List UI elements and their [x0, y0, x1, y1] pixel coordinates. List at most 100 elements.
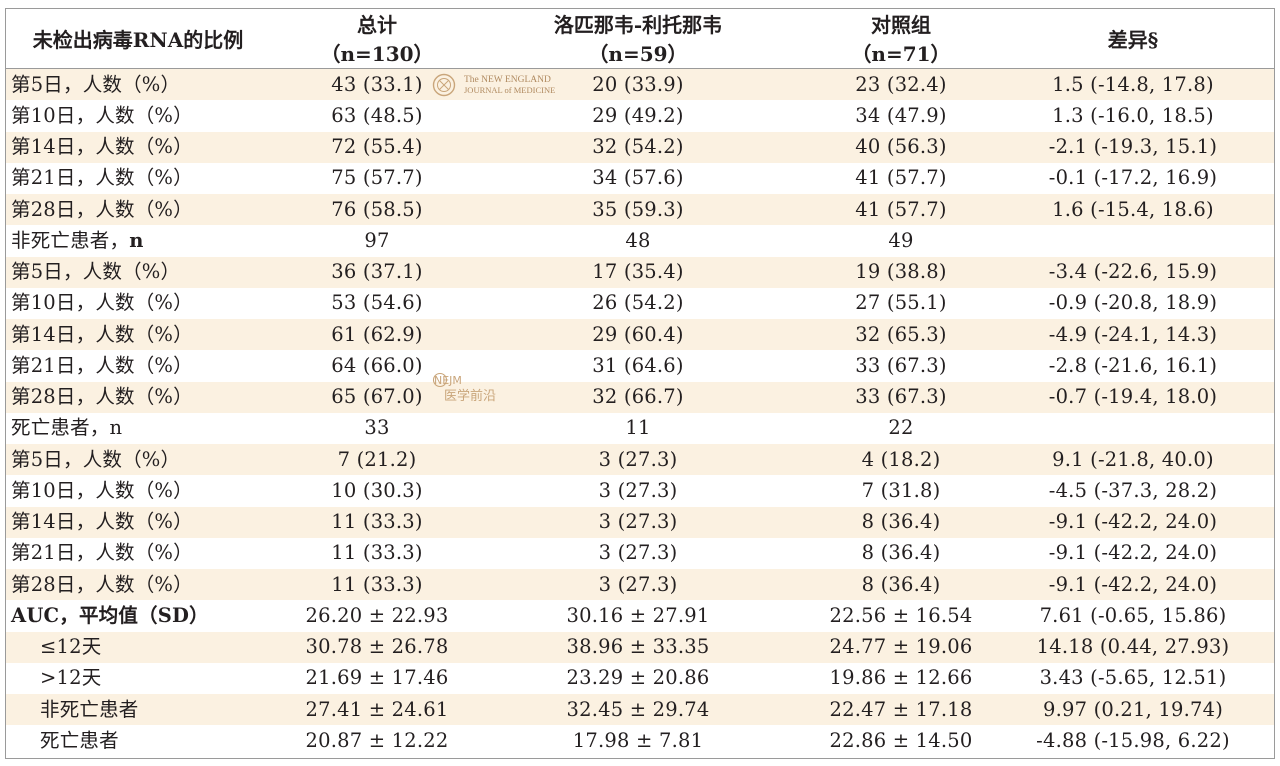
row-label: 第10日，人数（%）: [11, 478, 193, 502]
row-label: 第10日，人数（%）: [11, 103, 193, 127]
cell-diff: -9.1 (-42.2, 24.0): [1048, 510, 1218, 533]
cell-ctrl: 7 (31.8): [861, 478, 941, 502]
header-diff-title: 差异§: [1107, 28, 1159, 52]
row-label: 第5日，人数（%）: [11, 260, 181, 283]
cell-lpvr: 23.29 ± 20.86: [566, 666, 710, 690]
cell-ctrl: 19.86 ± 12.66: [829, 666, 973, 690]
row-band: [6, 444, 1274, 475]
row-label: 非死亡患者，n: [11, 228, 144, 252]
cell-lpvr: 3 (27.3): [598, 447, 678, 471]
cell-total: 61 (62.9): [331, 322, 423, 346]
cell-lpvr: 32 (54.2): [592, 135, 684, 158]
cell-ctrl: 23 (32.4): [855, 72, 947, 96]
cell-diff: 1.6 (-15.4, 18.6): [1052, 197, 1214, 221]
row-band: [6, 569, 1274, 600]
header-rule: [5, 68, 1275, 69]
cell-lpvr: 17 (35.4): [592, 260, 684, 283]
cell-total: 64 (66.0): [331, 353, 423, 377]
row-label: 第21日，人数（%）: [11, 353, 193, 377]
cell-diff: 14.18 (0.44, 27.93): [1036, 635, 1230, 658]
cell-total: 97: [364, 228, 390, 252]
cell-lpvr: 26 (54.2): [592, 291, 684, 315]
row-label: 第10日，人数（%）: [11, 291, 193, 315]
cell-ctrl: 32 (65.3): [855, 322, 947, 346]
cell-diff: -2.8 (-21.6, 16.1): [1048, 353, 1218, 377]
header-label: 未检出病毒RNA的比例: [32, 28, 244, 52]
cell-total: 11 (33.3): [331, 541, 423, 565]
cell-total: 26.20 ± 22.93: [305, 603, 449, 627]
row-label: 第14日，人数（%）: [11, 135, 193, 158]
row-label: AUC，平均值（SD）: [11, 603, 209, 627]
cell-diff: -4.5 (-37.3, 28.2): [1048, 478, 1218, 502]
cell-ctrl: 41 (57.7): [855, 197, 947, 221]
cell-total: 21.69 ± 17.46: [305, 666, 449, 690]
cell-ctrl: 24.77 ± 19.06: [829, 635, 973, 658]
cell-ctrl: 4 (18.2): [861, 447, 941, 471]
cell-total: 33: [364, 416, 390, 440]
row-label: 第28日，人数（%）: [11, 385, 193, 408]
svg-text:NEJM: NEJM: [434, 374, 462, 387]
row-label: 死亡患者，n: [11, 416, 123, 440]
cell-total: 30.78 ± 26.78: [305, 635, 449, 658]
row-label: 第21日，人数（%）: [11, 541, 193, 565]
cell-lpvr: 32 (66.7): [592, 385, 684, 408]
row-band: [6, 381, 1274, 413]
cell-total: 11 (33.3): [331, 572, 423, 596]
cell-lpvr: 48: [625, 228, 651, 252]
cell-lpvr: 29 (49.2): [592, 103, 684, 127]
cell-diff: 1.3 (-16.0, 18.5): [1052, 103, 1214, 127]
row-label: 死亡患者: [40, 728, 119, 752]
cell-lpvr: 3 (27.3): [598, 541, 678, 565]
cell-total: 11 (33.3): [331, 510, 423, 533]
cell-diff: -0.7 (-19.4, 18.0): [1048, 385, 1218, 408]
cell-total: 53 (54.6): [331, 291, 423, 315]
row-label: 第14日，人数（%）: [11, 510, 193, 533]
row-band: [6, 319, 1274, 350]
cell-total: 20.87 ± 12.22: [305, 728, 449, 752]
nejm-cn-watermark: NEJM 医学前沿: [432, 372, 522, 408]
cell-lpvr: 30.16 ± 27.91: [566, 603, 710, 627]
cell-diff: 9.97 (0.21, 19.74): [1042, 697, 1224, 721]
cell-lpvr: 32.45 ± 29.74: [566, 697, 710, 721]
cell-total: 76 (58.5): [331, 197, 423, 221]
cell-total: 65 (67.0): [331, 385, 423, 408]
cell-lpvr: 11: [625, 416, 651, 440]
cell-total: 36 (37.1): [331, 260, 423, 283]
cell-total: 10 (30.3): [331, 478, 423, 502]
table-frame: [5, 8, 1275, 759]
cell-diff: -4.9 (-24.1, 14.3): [1048, 322, 1218, 346]
header-ctrl-n: （n=71）: [851, 42, 951, 66]
cell-diff: 9.1 (-21.8, 40.0): [1052, 447, 1214, 471]
cell-total: 7 (21.2): [337, 447, 417, 471]
cell-ctrl: 22.86 ± 14.50: [829, 728, 973, 752]
cell-lpvr: 35 (59.3): [592, 197, 684, 221]
cell-ctrl: 8 (36.4): [861, 541, 941, 565]
cell-lpvr: 3 (27.3): [598, 478, 678, 502]
cell-ctrl: 34 (47.9): [855, 103, 947, 127]
row-label: 第28日，人数（%）: [11, 197, 193, 221]
cell-lpvr: 29 (60.4): [592, 322, 684, 346]
cell-lpvr: 20 (33.9): [592, 72, 684, 96]
header-total-n: （n=130）: [320, 42, 434, 66]
cell-lpvr: 38.96 ± 33.35: [566, 635, 710, 658]
cell-diff: -3.4 (-22.6, 15.9): [1048, 260, 1218, 283]
row-label: ≤12天: [40, 635, 102, 658]
header-ctrl-title: 对照组: [871, 13, 931, 37]
row-band: [6, 194, 1274, 225]
cell-diff: -0.9 (-20.8, 18.9): [1048, 291, 1218, 315]
row-band: [6, 69, 1274, 100]
row-label: 第14日，人数（%）: [11, 322, 193, 346]
cell-ctrl: 8 (36.4): [861, 572, 941, 596]
svg-text:医学前沿: 医学前沿: [444, 388, 496, 404]
cell-ctrl: 33 (67.3): [855, 353, 947, 377]
cell-lpvr: 3 (27.3): [598, 572, 678, 596]
cell-ctrl: 22: [888, 416, 914, 440]
row-band: [6, 631, 1274, 663]
svg-text:JOURNAL of MEDICINE: JOURNAL of MEDICINE: [464, 85, 555, 95]
row-band: [6, 131, 1274, 163]
nejm-seal-icon: [432, 73, 456, 97]
cell-lpvr: 34 (57.6): [592, 166, 684, 190]
row-band: [6, 256, 1274, 288]
cell-diff: 1.5 (-14.8, 17.8): [1052, 72, 1214, 96]
cell-ctrl: 8 (36.4): [861, 510, 941, 533]
